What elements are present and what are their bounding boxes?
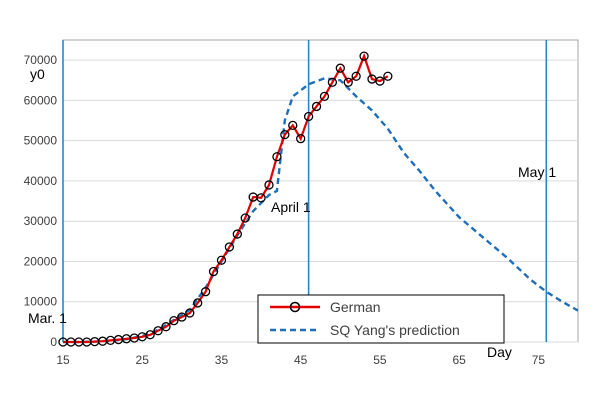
legend-german-label: German (330, 299, 381, 315)
legend-box (257, 294, 505, 344)
german-point (185, 308, 195, 318)
german-point (319, 91, 330, 102)
german-point (153, 326, 163, 336)
german-point (200, 287, 211, 297)
german-point (145, 330, 155, 340)
series-german-line (63, 52, 389, 344)
german-point (351, 71, 361, 81)
x-tick-label: 75 (532, 353, 546, 367)
german-point (280, 129, 290, 140)
german-point (383, 71, 393, 81)
german-point (343, 77, 353, 87)
y-tick-label: 0 (50, 335, 57, 349)
y-tick-label: 10000 (24, 295, 58, 309)
legend-german-marker (289, 301, 301, 313)
y-tick-label: 70000 (24, 53, 58, 67)
german-point (224, 242, 235, 252)
german-point (272, 152, 282, 162)
german-point (264, 180, 274, 190)
annotation-april1: April 1 (271, 199, 311, 215)
german-point (311, 101, 322, 112)
german-point (303, 111, 314, 122)
german-point (177, 312, 187, 322)
german-point (232, 229, 242, 239)
annotation-day: Day (487, 344, 512, 360)
y-tick-label: 30000 (24, 214, 58, 228)
annotation-mar1: Mar. 1 (28, 310, 67, 326)
y-axis-label: y0 (30, 66, 45, 82)
x-tick-label: 25 (136, 353, 150, 367)
vline-layer (62, 40, 548, 342)
tick-layer: 0 10000 20000 30000 40000 50000 60000 70000 15 25… (24, 53, 546, 367)
german-point (327, 77, 338, 87)
y-tick-label: 50000 (24, 134, 58, 148)
legend: German SQ Yang's prediction (257, 294, 505, 344)
german-point (216, 255, 227, 265)
german-point (161, 322, 171, 332)
german-point (240, 213, 250, 223)
y-tick-label: 60000 (24, 93, 58, 107)
y-tick-label: 40000 (24, 174, 58, 188)
german-point (359, 51, 369, 61)
y-tick-label: 20000 (24, 254, 58, 268)
german-point (296, 134, 306, 144)
german-point (208, 266, 219, 277)
german-point (169, 316, 179, 326)
x-tick-label: 55 (373, 353, 387, 367)
legend-prediction-label: SQ Yang's prediction (330, 322, 460, 338)
german-point (288, 120, 298, 131)
series-prediction-line (63, 77, 579, 344)
german-point (193, 298, 203, 308)
german-point (375, 76, 385, 86)
annotation-may1: May 1 (518, 164, 556, 180)
german-point (256, 193, 266, 203)
x-tick-label: 45 (294, 353, 308, 367)
x-tick-label: 15 (56, 353, 70, 367)
series-layer (58, 51, 579, 347)
x-tick-label: 35 (215, 353, 229, 367)
german-point (335, 63, 345, 73)
x-tick-label: 65 (452, 353, 466, 367)
